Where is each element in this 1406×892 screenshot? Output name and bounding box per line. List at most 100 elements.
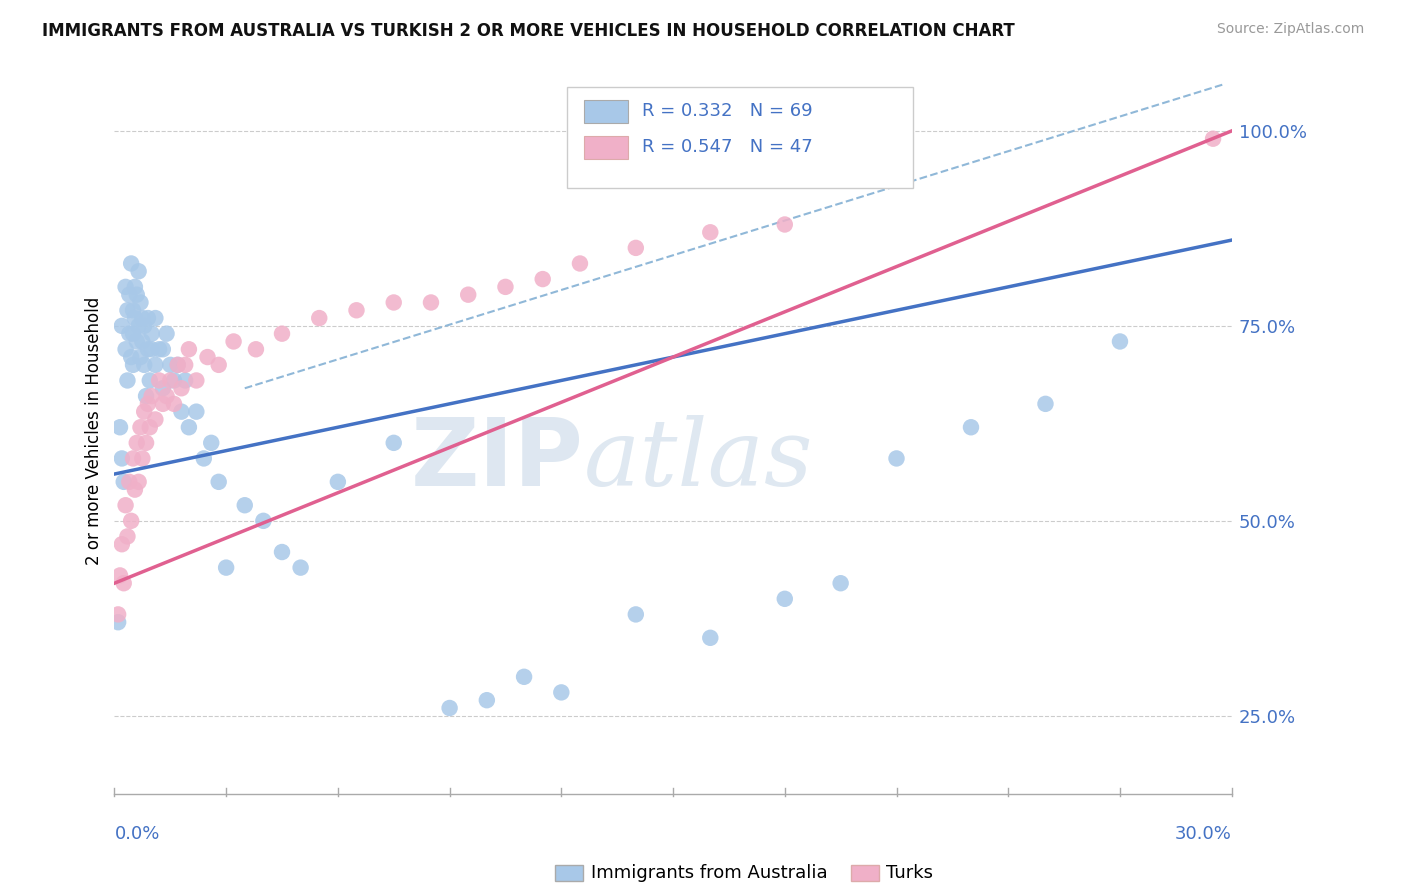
- Point: [120, 256, 142, 270]
- Point: [139, 374, 162, 388]
- Point: [114, 280, 136, 294]
- Point: [108, 568, 131, 582]
- Point: [475, 693, 498, 707]
- Point: [134, 318, 156, 333]
- Point: [152, 343, 174, 357]
- Point: [112, 576, 135, 591]
- Text: 30.0%: 30.0%: [1175, 825, 1232, 843]
- Text: R = 0.332   N = 69: R = 0.332 N = 69: [641, 102, 813, 120]
- Point: [118, 287, 141, 301]
- Point: [346, 303, 368, 318]
- Point: [129, 420, 152, 434]
- Point: [1202, 132, 1225, 146]
- Point: [124, 483, 146, 497]
- Point: [155, 389, 177, 403]
- Point: [773, 591, 796, 606]
- Point: [120, 514, 142, 528]
- Point: [382, 435, 405, 450]
- Point: [271, 326, 294, 341]
- Point: [124, 311, 146, 326]
- Point: [141, 389, 163, 403]
- Point: [124, 280, 146, 294]
- Point: [131, 311, 153, 326]
- Point: [200, 435, 222, 450]
- Point: [271, 545, 294, 559]
- Text: atlas: atlas: [583, 415, 813, 505]
- Point: [108, 420, 131, 434]
- Point: [439, 701, 461, 715]
- Point: [170, 404, 193, 418]
- Point: [245, 343, 267, 357]
- Point: [886, 451, 908, 466]
- Point: [166, 358, 188, 372]
- Point: [120, 350, 142, 364]
- Point: [125, 287, 148, 301]
- Point: [128, 264, 150, 278]
- Point: [122, 303, 145, 318]
- Point: [129, 350, 152, 364]
- Point: [177, 420, 200, 434]
- Point: [128, 475, 150, 489]
- Point: [139, 420, 162, 434]
- Point: [135, 435, 157, 450]
- Point: [131, 334, 153, 349]
- Point: [177, 343, 200, 357]
- Point: [117, 374, 139, 388]
- Point: [111, 537, 134, 551]
- Point: [186, 404, 208, 418]
- Point: [624, 241, 647, 255]
- Point: [163, 397, 186, 411]
- Point: [125, 435, 148, 450]
- Point: [1109, 334, 1132, 349]
- Point: [773, 218, 796, 232]
- Point: [111, 318, 134, 333]
- Point: [148, 343, 170, 357]
- Text: Source: ZipAtlas.com: Source: ZipAtlas.com: [1216, 22, 1364, 37]
- Point: [382, 295, 405, 310]
- Point: [290, 560, 312, 574]
- Text: IMMIGRANTS FROM AUSTRALIA VS TURKISH 2 OR MORE VEHICLES IN HOUSEHOLD CORRELATION: IMMIGRANTS FROM AUSTRALIA VS TURKISH 2 O…: [42, 22, 1015, 40]
- Point: [155, 326, 177, 341]
- Y-axis label: 2 or more Vehicles in Household: 2 or more Vehicles in Household: [86, 297, 103, 566]
- Point: [148, 374, 170, 388]
- Point: [114, 498, 136, 512]
- Point: [118, 326, 141, 341]
- Text: R = 0.547   N = 47: R = 0.547 N = 47: [641, 138, 813, 156]
- Point: [111, 451, 134, 466]
- Point: [122, 451, 145, 466]
- Point: [114, 343, 136, 357]
- Point: [252, 514, 274, 528]
- Point: [197, 350, 219, 364]
- Point: [131, 451, 153, 466]
- Point: [125, 334, 148, 349]
- Point: [1035, 397, 1057, 411]
- Text: Turks: Turks: [886, 864, 932, 882]
- Point: [208, 358, 231, 372]
- Point: [308, 311, 330, 326]
- Point: [208, 475, 231, 489]
- Point: [166, 358, 188, 372]
- Point: [699, 631, 721, 645]
- Point: [152, 381, 174, 395]
- Point: [550, 685, 572, 699]
- Point: [170, 381, 193, 395]
- Point: [134, 404, 156, 418]
- Point: [122, 358, 145, 372]
- Point: [513, 670, 536, 684]
- Point: [163, 374, 186, 388]
- Point: [145, 311, 167, 326]
- Point: [531, 272, 554, 286]
- Point: [457, 287, 479, 301]
- Point: [136, 397, 159, 411]
- FancyBboxPatch shape: [583, 136, 628, 159]
- Point: [145, 358, 167, 372]
- Point: [134, 358, 156, 372]
- Point: [128, 318, 150, 333]
- Point: [830, 576, 852, 591]
- Point: [222, 334, 245, 349]
- Point: [159, 374, 181, 388]
- Point: [420, 295, 443, 310]
- Point: [129, 295, 152, 310]
- Point: [107, 615, 129, 630]
- Point: [326, 475, 349, 489]
